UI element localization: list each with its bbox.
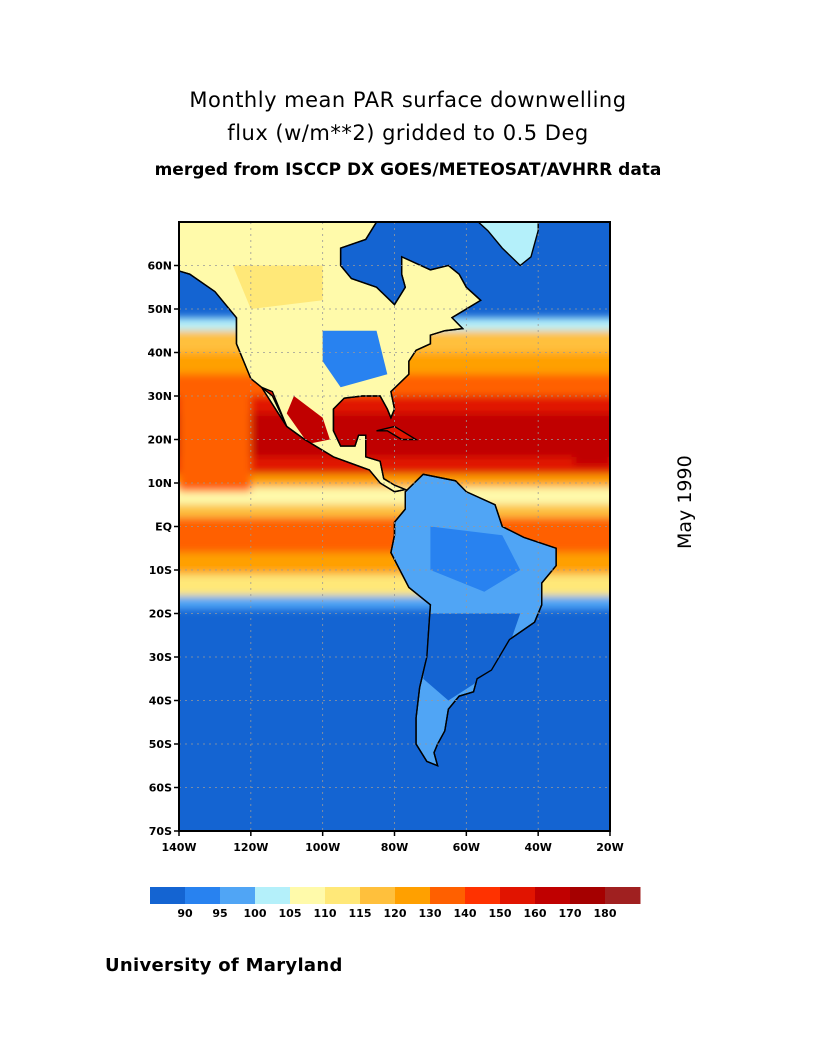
y-axis: 60N 50N 40N 30N 20N 10N EQ 10S 20S 30S 40S 50S 60S 70… <box>147 260 179 838</box>
colorbar-swatch <box>325 887 361 904</box>
x-tick-label: 140W <box>161 841 196 854</box>
baja-california <box>261 386 288 427</box>
colorbar-label: 110 <box>314 907 337 920</box>
land-field <box>232 265 323 309</box>
credit-label: University of Maryland <box>105 955 343 976</box>
colorbar-swatch <box>570 887 606 904</box>
y-tick-label: 70S <box>149 825 172 838</box>
colorbar-swatch <box>535 887 571 904</box>
y-tick-label: 60S <box>149 782 172 795</box>
colorbar-label: 120 <box>384 907 407 920</box>
colorbar-swatch <box>430 887 466 904</box>
colorbar-swatch <box>290 887 326 904</box>
colorbar-label: 100 <box>244 907 267 920</box>
colorbar-label: 115 <box>349 907 372 920</box>
y-tick-label: 20N <box>147 434 172 447</box>
colorbar: 90 95 100 105 110 115 120 130 140 150 160 170 180 <box>150 887 641 920</box>
y-tick-label: 40N <box>147 347 172 360</box>
x-tick-label: 40W <box>524 841 551 854</box>
colorbar-label: 160 <box>524 907 547 920</box>
south-america-coast <box>390 473 557 767</box>
y-tick-label: 20S <box>149 608 172 621</box>
colorbar-swatch <box>255 887 291 904</box>
x-axis: 140W 120W 100W 80W 60W 40W 20W <box>161 831 624 854</box>
y-tick-label: 10S <box>149 564 172 577</box>
y-tick-label: 30S <box>149 651 172 664</box>
colorbar-label: 170 <box>559 907 582 920</box>
y-tick-label: 50N <box>147 303 172 316</box>
y-tick-label: EQ <box>155 521 172 534</box>
y-tick-label: 50S <box>149 738 172 751</box>
colorbar-label: 95 <box>212 907 227 920</box>
colorbar-label: 150 <box>489 907 512 920</box>
colorbar-swatch <box>395 887 431 904</box>
colorbar-label: 180 <box>594 907 617 920</box>
x-tick-label: 80W <box>381 841 408 854</box>
colorbar-label: 140 <box>454 907 477 920</box>
colorbar-label: 130 <box>419 907 442 920</box>
y-tick-label: 30N <box>147 390 172 403</box>
colorbar-swatch <box>220 887 256 904</box>
flux-band <box>179 487 610 505</box>
land-field <box>322 330 388 388</box>
colorbar-swatch <box>500 887 536 904</box>
greenland <box>477 222 539 267</box>
title-line-1: Monthly mean PAR surface downwelling <box>189 88 627 112</box>
colorbar-swatch <box>465 887 501 904</box>
date-label: May 1990 <box>674 455 696 549</box>
title-line-2: flux (w/m**2) gridded to 0.5 Deg <box>227 121 589 145</box>
x-tick-label: 100W <box>305 841 340 854</box>
colorbar-swatch <box>360 887 396 904</box>
subtitle: merged from ISCCP DX GOES/METEOSAT/AVHRR… <box>154 160 662 180</box>
colorbar-swatch <box>185 887 221 904</box>
colorbar-label: 90 <box>177 907 193 920</box>
colorbar-swatch <box>605 887 641 904</box>
land-field <box>423 613 521 701</box>
x-tick-label: 20W <box>596 841 623 854</box>
colorbar-label: 105 <box>279 907 302 920</box>
land-field <box>430 526 521 592</box>
coastlines <box>179 222 557 767</box>
x-tick-label: 120W <box>233 841 268 854</box>
x-tick-label: 60W <box>453 841 480 854</box>
land-field <box>286 396 330 444</box>
colorbar-swatch <box>150 887 186 904</box>
y-tick-label: 10N <box>147 477 172 490</box>
y-tick-label: 40S <box>149 695 172 708</box>
flux-band <box>574 422 610 466</box>
flux-band <box>179 374 251 492</box>
y-tick-label: 60N <box>147 260 172 273</box>
